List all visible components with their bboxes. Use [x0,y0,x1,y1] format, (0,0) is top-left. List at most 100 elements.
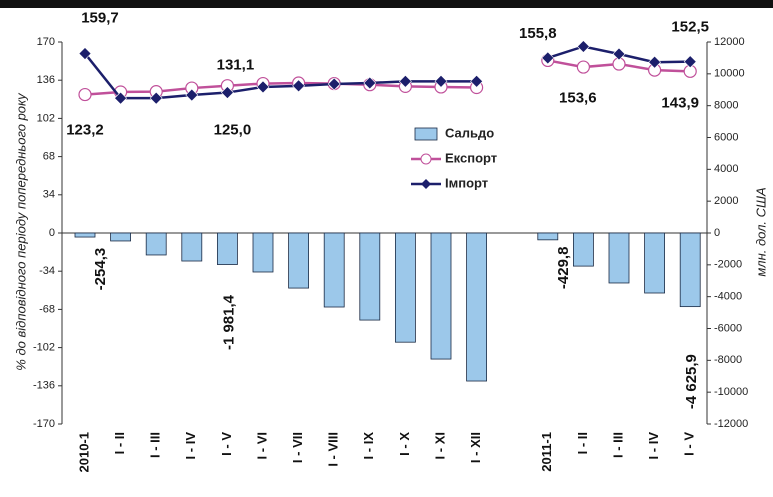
marker [363,76,377,90]
y2-tick-label: 8000 [714,100,738,112]
bar [359,232,381,321]
bar [74,232,96,238]
bar [181,232,203,262]
line [84,59,691,96]
y2-tick-label: -10000 [714,386,748,398]
marker [541,51,555,65]
value-label: 143,9 [661,94,699,111]
header-band [0,0,773,8]
x-tick-label: I - V [682,432,697,456]
value-label: -1 981,4 [220,294,237,350]
x-tick-label: I - II [112,432,127,454]
y2-tick-label: -4000 [714,291,742,303]
marker [612,47,626,61]
value-label: 153,6 [559,89,597,106]
marker [292,79,306,93]
y2-tick-label: 6000 [714,131,738,143]
x-tick-label: I - II [575,432,590,454]
y-tick-label: 170 [37,36,55,48]
y2-tick-label: -8000 [714,354,742,366]
y2-tick-label: -6000 [714,322,742,334]
value-label: -429,8 [555,247,572,290]
bar [573,232,594,267]
y2-tick-label: 10000 [714,68,745,80]
legend-marker [421,179,431,189]
value-label: 152,5 [671,19,709,36]
x-tick-label: I - IV [183,432,198,460]
y-tick-label: -34 [39,265,55,277]
bar [145,232,167,256]
x-tick-label: I - XII [468,432,483,463]
x-tick-label: I - III [610,432,625,458]
x-tick-label: I - VI [254,432,269,459]
marker [398,74,412,88]
marker [256,80,270,94]
x-tick-label: I - VIII [326,432,341,467]
value-label: 123,2 [66,122,104,139]
x-tick-label: I - VII [290,432,305,463]
y2-tick-label: 2000 [714,195,738,207]
bar [466,232,488,382]
value-label: -254,3 [92,248,109,291]
marker [220,86,234,99]
y2-tick-label: 0 [714,227,720,239]
marker [648,55,662,69]
marker [576,40,590,53]
bar [110,232,131,242]
y2-tick-label: -12000 [714,418,748,430]
x-tick-label: 2011-1 [539,432,554,472]
y2-axis-title: млн. дол. США [753,187,768,276]
y-tick-label: 0 [49,227,55,239]
marker [149,91,163,105]
y-tick-label: 102 [37,112,55,124]
y-tick-label: 34 [43,189,55,201]
y-tick-label: -102 [33,342,55,354]
marker [78,87,92,102]
x-tick-label: I - V [219,432,234,456]
x-tick-label: I - IV [646,432,661,460]
bar [608,232,630,284]
y2-tick-label: -2000 [714,259,742,271]
bar [216,232,238,265]
y-tick-label: -68 [39,303,55,315]
marker [327,77,341,91]
y-tick-label: -136 [33,380,55,392]
y-tick-label: 68 [43,151,55,163]
x-tick-label: I - X [397,432,412,456]
marker [185,88,199,102]
bar [394,232,416,343]
marker [683,55,697,69]
marker [78,47,92,60]
marker [434,74,448,88]
y2-tick-label: 4000 [714,163,738,175]
bar [679,232,701,308]
y2-tick-label: 12000 [714,36,745,48]
value-label: 159,7 [81,10,119,27]
legend-label: Експорт [445,150,497,165]
bar [537,232,559,241]
value-label: 131,1 [217,57,255,74]
marker [576,60,591,74]
marker [470,74,484,88]
bar [288,232,310,289]
x-tick-label: I - IX [361,432,376,460]
bar [430,232,452,360]
value-label: 155,8 [519,25,557,42]
legend-label: Імпорт [445,175,488,190]
y-axis-title: % до відповідного періоду попереднього р… [13,92,28,371]
x-tick-label: 2010-1 [76,432,91,472]
value-label: 125,0 [214,122,252,139]
legend-marker [420,153,432,165]
y-tick-label: -170 [33,418,55,430]
legend-label: Сальдо [445,125,494,140]
x-tick-label: I - XI [432,432,447,459]
bar [252,232,274,273]
marker [114,91,128,105]
x-tick-label: I - III [148,432,163,458]
bar [323,232,345,308]
legend-swatch [414,127,438,141]
bar [644,232,665,294]
y-tick-label: 136 [37,74,55,86]
value-label: -4 625,9 [683,354,700,409]
